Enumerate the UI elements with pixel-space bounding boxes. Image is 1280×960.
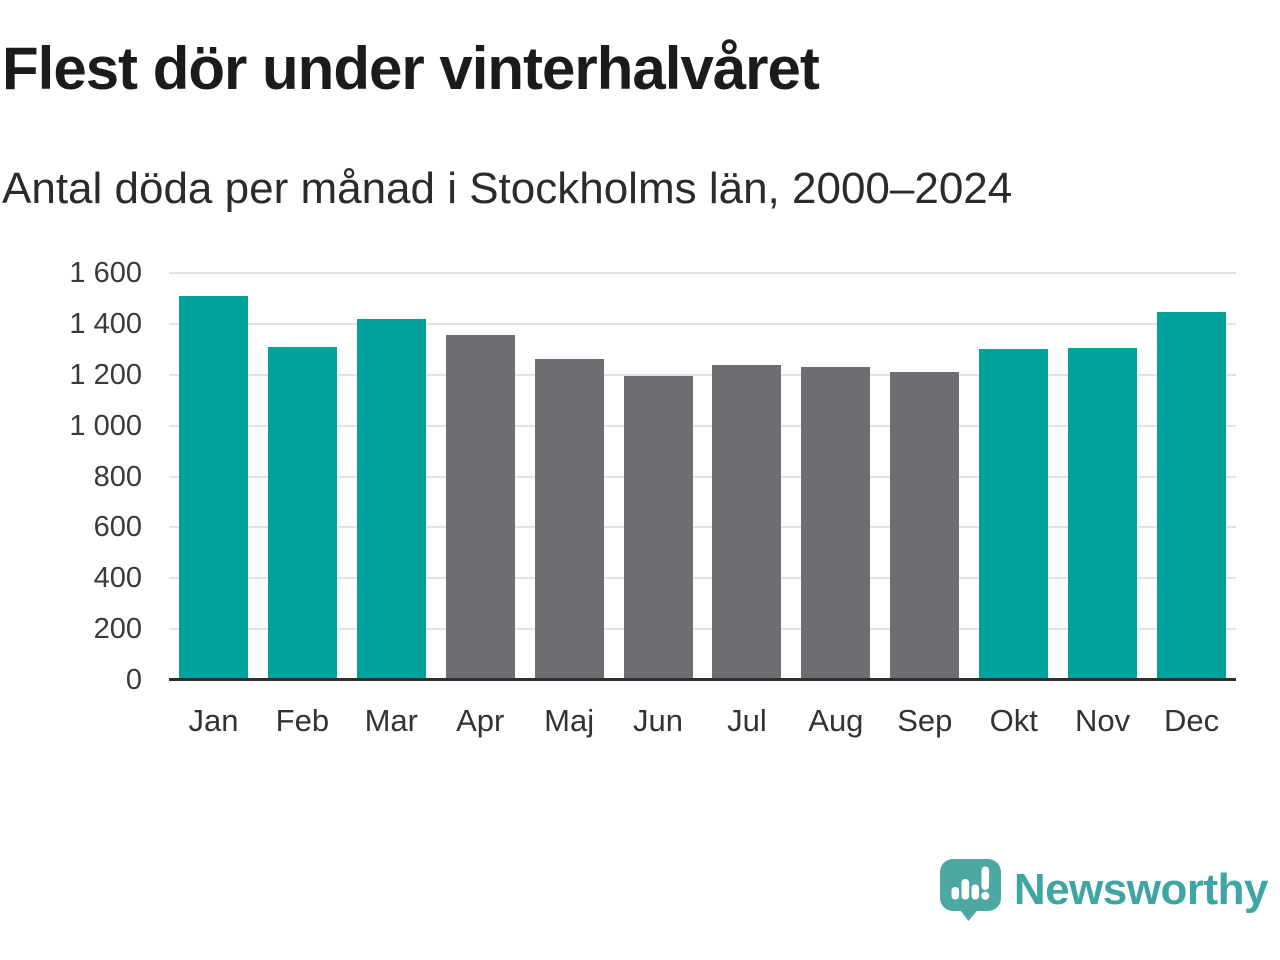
x-axis-label-aug: Aug xyxy=(808,703,864,738)
bar-aug xyxy=(801,367,871,680)
brand-name: Newsworthy xyxy=(1013,865,1269,914)
bar-mar xyxy=(356,318,426,680)
chart-title: Flest dör under vinterhalvåret xyxy=(2,35,820,102)
bar-jul xyxy=(712,364,782,680)
y-axis-tick-label: 800 xyxy=(93,460,142,493)
x-axis-label-mar: Mar xyxy=(364,703,418,738)
y-axis-tick-label: 1 400 xyxy=(69,307,142,340)
bar-nov xyxy=(1068,348,1138,680)
gridline-200 xyxy=(169,628,1236,631)
x-axis-label-dec: Dec xyxy=(1163,703,1220,738)
x-axis-label-apr: Apr xyxy=(456,703,505,738)
gridline-800 xyxy=(169,475,1236,478)
y-axis-tick-label: 400 xyxy=(93,562,142,595)
y-axis-tick-label: 0 xyxy=(125,664,142,696)
x-axis-label-sep: Sep xyxy=(897,703,953,738)
y-axis-tick-label: 200 xyxy=(93,613,142,646)
x-axis-label-jun: Jun xyxy=(633,703,684,738)
y-axis-tick-label: 1 000 xyxy=(69,409,142,442)
y-axis-tick-label: 1 200 xyxy=(69,358,142,391)
y-axis-tick-label: 600 xyxy=(93,511,142,544)
gridline-600 xyxy=(169,526,1236,529)
bar-jan xyxy=(178,295,248,680)
bar-dec xyxy=(1157,312,1227,680)
x-axis-label-okt: Okt xyxy=(989,703,1038,738)
brand-footer: Newsworthy xyxy=(939,858,1269,922)
gridline-1000 xyxy=(169,424,1236,427)
chart-subtitle: Antal döda per månad i Stockholms län, 2… xyxy=(2,164,1013,213)
x-axis-label-maj: Maj xyxy=(544,703,595,738)
bar-feb xyxy=(267,346,337,680)
bar-maj xyxy=(534,359,604,680)
x-axis-label-feb: Feb xyxy=(275,703,330,738)
gridline-1400 xyxy=(169,322,1236,325)
bar-sep xyxy=(890,372,960,680)
x-axis-label-nov: Nov xyxy=(1075,703,1131,738)
x-axis-label-jan: Jan xyxy=(188,703,239,738)
gridline-1200 xyxy=(169,373,1236,376)
bar-jun xyxy=(623,376,693,680)
gridline-1600 xyxy=(169,272,1236,274)
x-axis-label-jul: Jul xyxy=(727,703,767,738)
x-axis-line xyxy=(169,678,1236,681)
bar-apr xyxy=(445,335,515,680)
gridline-400 xyxy=(169,577,1236,580)
newsworthy-logo-icon xyxy=(939,859,1001,921)
bar-okt xyxy=(979,349,1049,680)
y-axis-tick-label: 1 600 xyxy=(69,257,142,289)
